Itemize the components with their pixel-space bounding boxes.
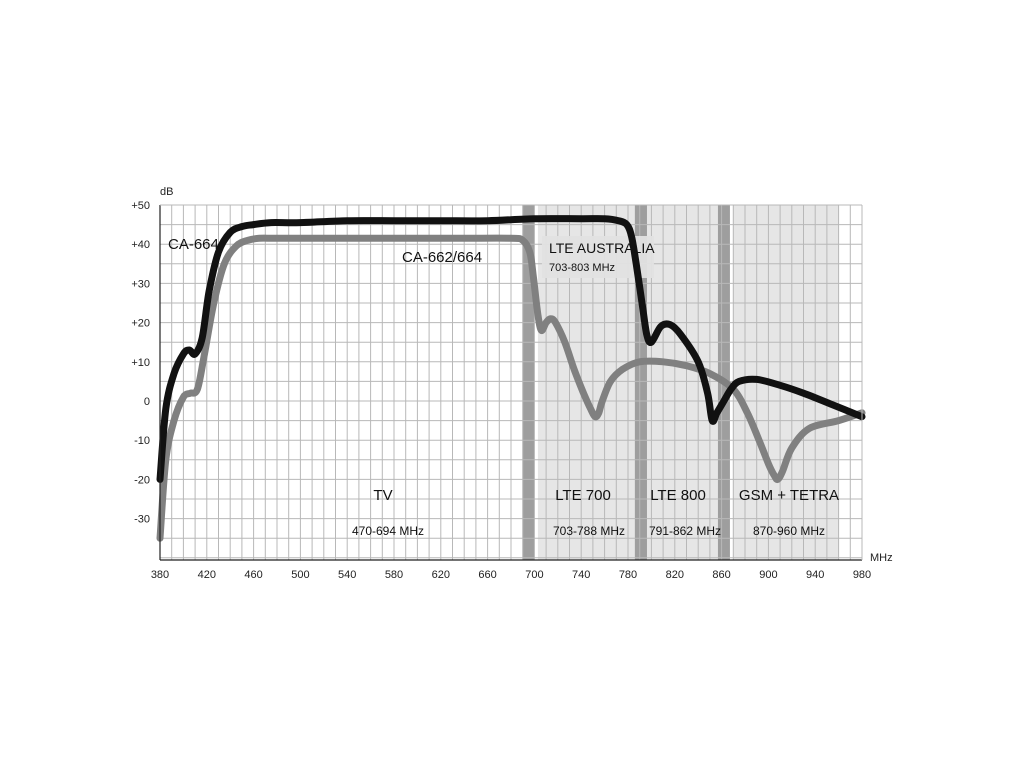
band-label-1: LTE 700 bbox=[555, 487, 611, 504]
x-unit-label: MHz bbox=[870, 552, 893, 564]
band-separator-thin bbox=[644, 205, 647, 560]
x-tick-label: 380 bbox=[151, 569, 169, 581]
y-tick-label: -20 bbox=[134, 474, 150, 486]
x-tick-label: 980 bbox=[853, 569, 871, 581]
band-range-1: 703-788 MHz bbox=[553, 524, 625, 538]
y-tick-label: -10 bbox=[134, 435, 150, 447]
series-label-ca-662-664: CA-662/664 bbox=[402, 249, 482, 266]
x-tick-label: 460 bbox=[244, 569, 262, 581]
x-tick-label: 860 bbox=[712, 569, 730, 581]
y-tick-label: +30 bbox=[131, 278, 150, 290]
band-label-3: GSM + TETRA bbox=[739, 487, 839, 504]
band-range-2: 791-862 MHz bbox=[649, 524, 721, 538]
y-tick-label: +10 bbox=[131, 357, 150, 369]
x-tick-label: 820 bbox=[666, 569, 684, 581]
band-separator bbox=[522, 205, 535, 560]
x-tick-label: 740 bbox=[572, 569, 590, 581]
x-tick-label: 420 bbox=[198, 569, 216, 581]
x-tick-label: 540 bbox=[338, 569, 356, 581]
y-tick-label: +20 bbox=[131, 318, 150, 330]
x-tick-label: 780 bbox=[619, 569, 637, 581]
overlay-band-name: LTE AUSTRALIA bbox=[549, 240, 655, 256]
text-layer: 380 420 460 500 540 580 620 660 700 740 780 820 860 9… bbox=[131, 186, 892, 581]
band-range-0: 470-694 MHz bbox=[352, 524, 424, 538]
band-range-3: 870-960 MHz bbox=[753, 524, 825, 538]
series-line-ca-664 bbox=[156, 215, 866, 483]
x-tick-label: 580 bbox=[385, 569, 403, 581]
band-label-0: TV bbox=[373, 487, 392, 504]
y-tick-label: 0 bbox=[144, 396, 150, 408]
x-tick-label: 940 bbox=[806, 569, 824, 581]
overlay-band-range: 703-803 MHz bbox=[549, 262, 615, 274]
series-label-ca-664: CA-664 bbox=[168, 236, 219, 253]
y-unit-label: dB bbox=[160, 186, 173, 198]
axis-layer bbox=[159, 204, 863, 561]
x-tick-label: 700 bbox=[525, 569, 543, 581]
x-tick-label: 900 bbox=[759, 569, 777, 581]
series-layer bbox=[156, 215, 866, 542]
x-tick-label: 660 bbox=[478, 569, 496, 581]
series-line-ca-662-664 bbox=[156, 234, 866, 542]
y-tick-label: +40 bbox=[131, 239, 150, 251]
y-tick-label: +50 bbox=[131, 200, 150, 212]
x-tick-label: 620 bbox=[432, 569, 450, 581]
y-tick-label: -30 bbox=[134, 514, 150, 526]
band-label-2: LTE 800 bbox=[650, 487, 706, 504]
x-tick-label: 500 bbox=[291, 569, 309, 581]
